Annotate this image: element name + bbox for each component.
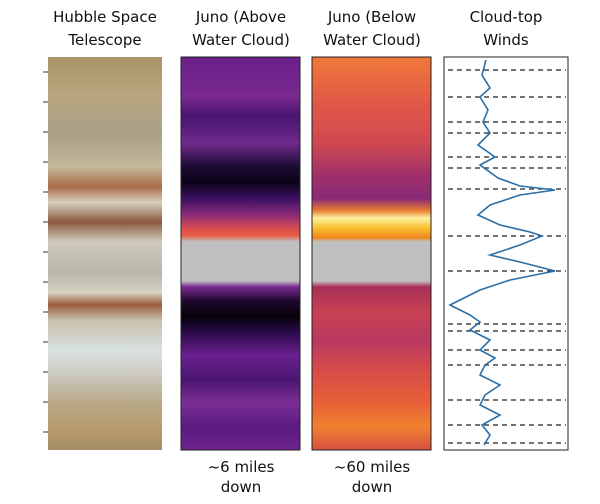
jet-lines: [448, 69, 566, 444]
panel-title: Winds: [483, 31, 529, 49]
panel-title: Cloud-top: [470, 8, 543, 26]
panel-title: Juno (Below: [327, 8, 416, 26]
caption: down: [352, 478, 392, 496]
caption: down: [221, 478, 261, 496]
panel-title: Water Cloud): [323, 31, 421, 49]
winds-panel: [443, 56, 569, 451]
juno-below-image: [311, 56, 432, 451]
panel-title: Hubble Space: [53, 8, 157, 26]
wind-profile: [448, 59, 556, 446]
hubble-image: [48, 57, 162, 450]
ticks: [43, 71, 48, 433]
caption: ~60 miles: [334, 458, 411, 476]
caption: ~6 miles: [208, 458, 275, 476]
panel-title: Juno (Above: [195, 8, 286, 26]
panel-title: Water Cloud): [192, 31, 290, 49]
panel-title: Telescope: [67, 31, 141, 49]
juno-above-image: [180, 56, 301, 451]
